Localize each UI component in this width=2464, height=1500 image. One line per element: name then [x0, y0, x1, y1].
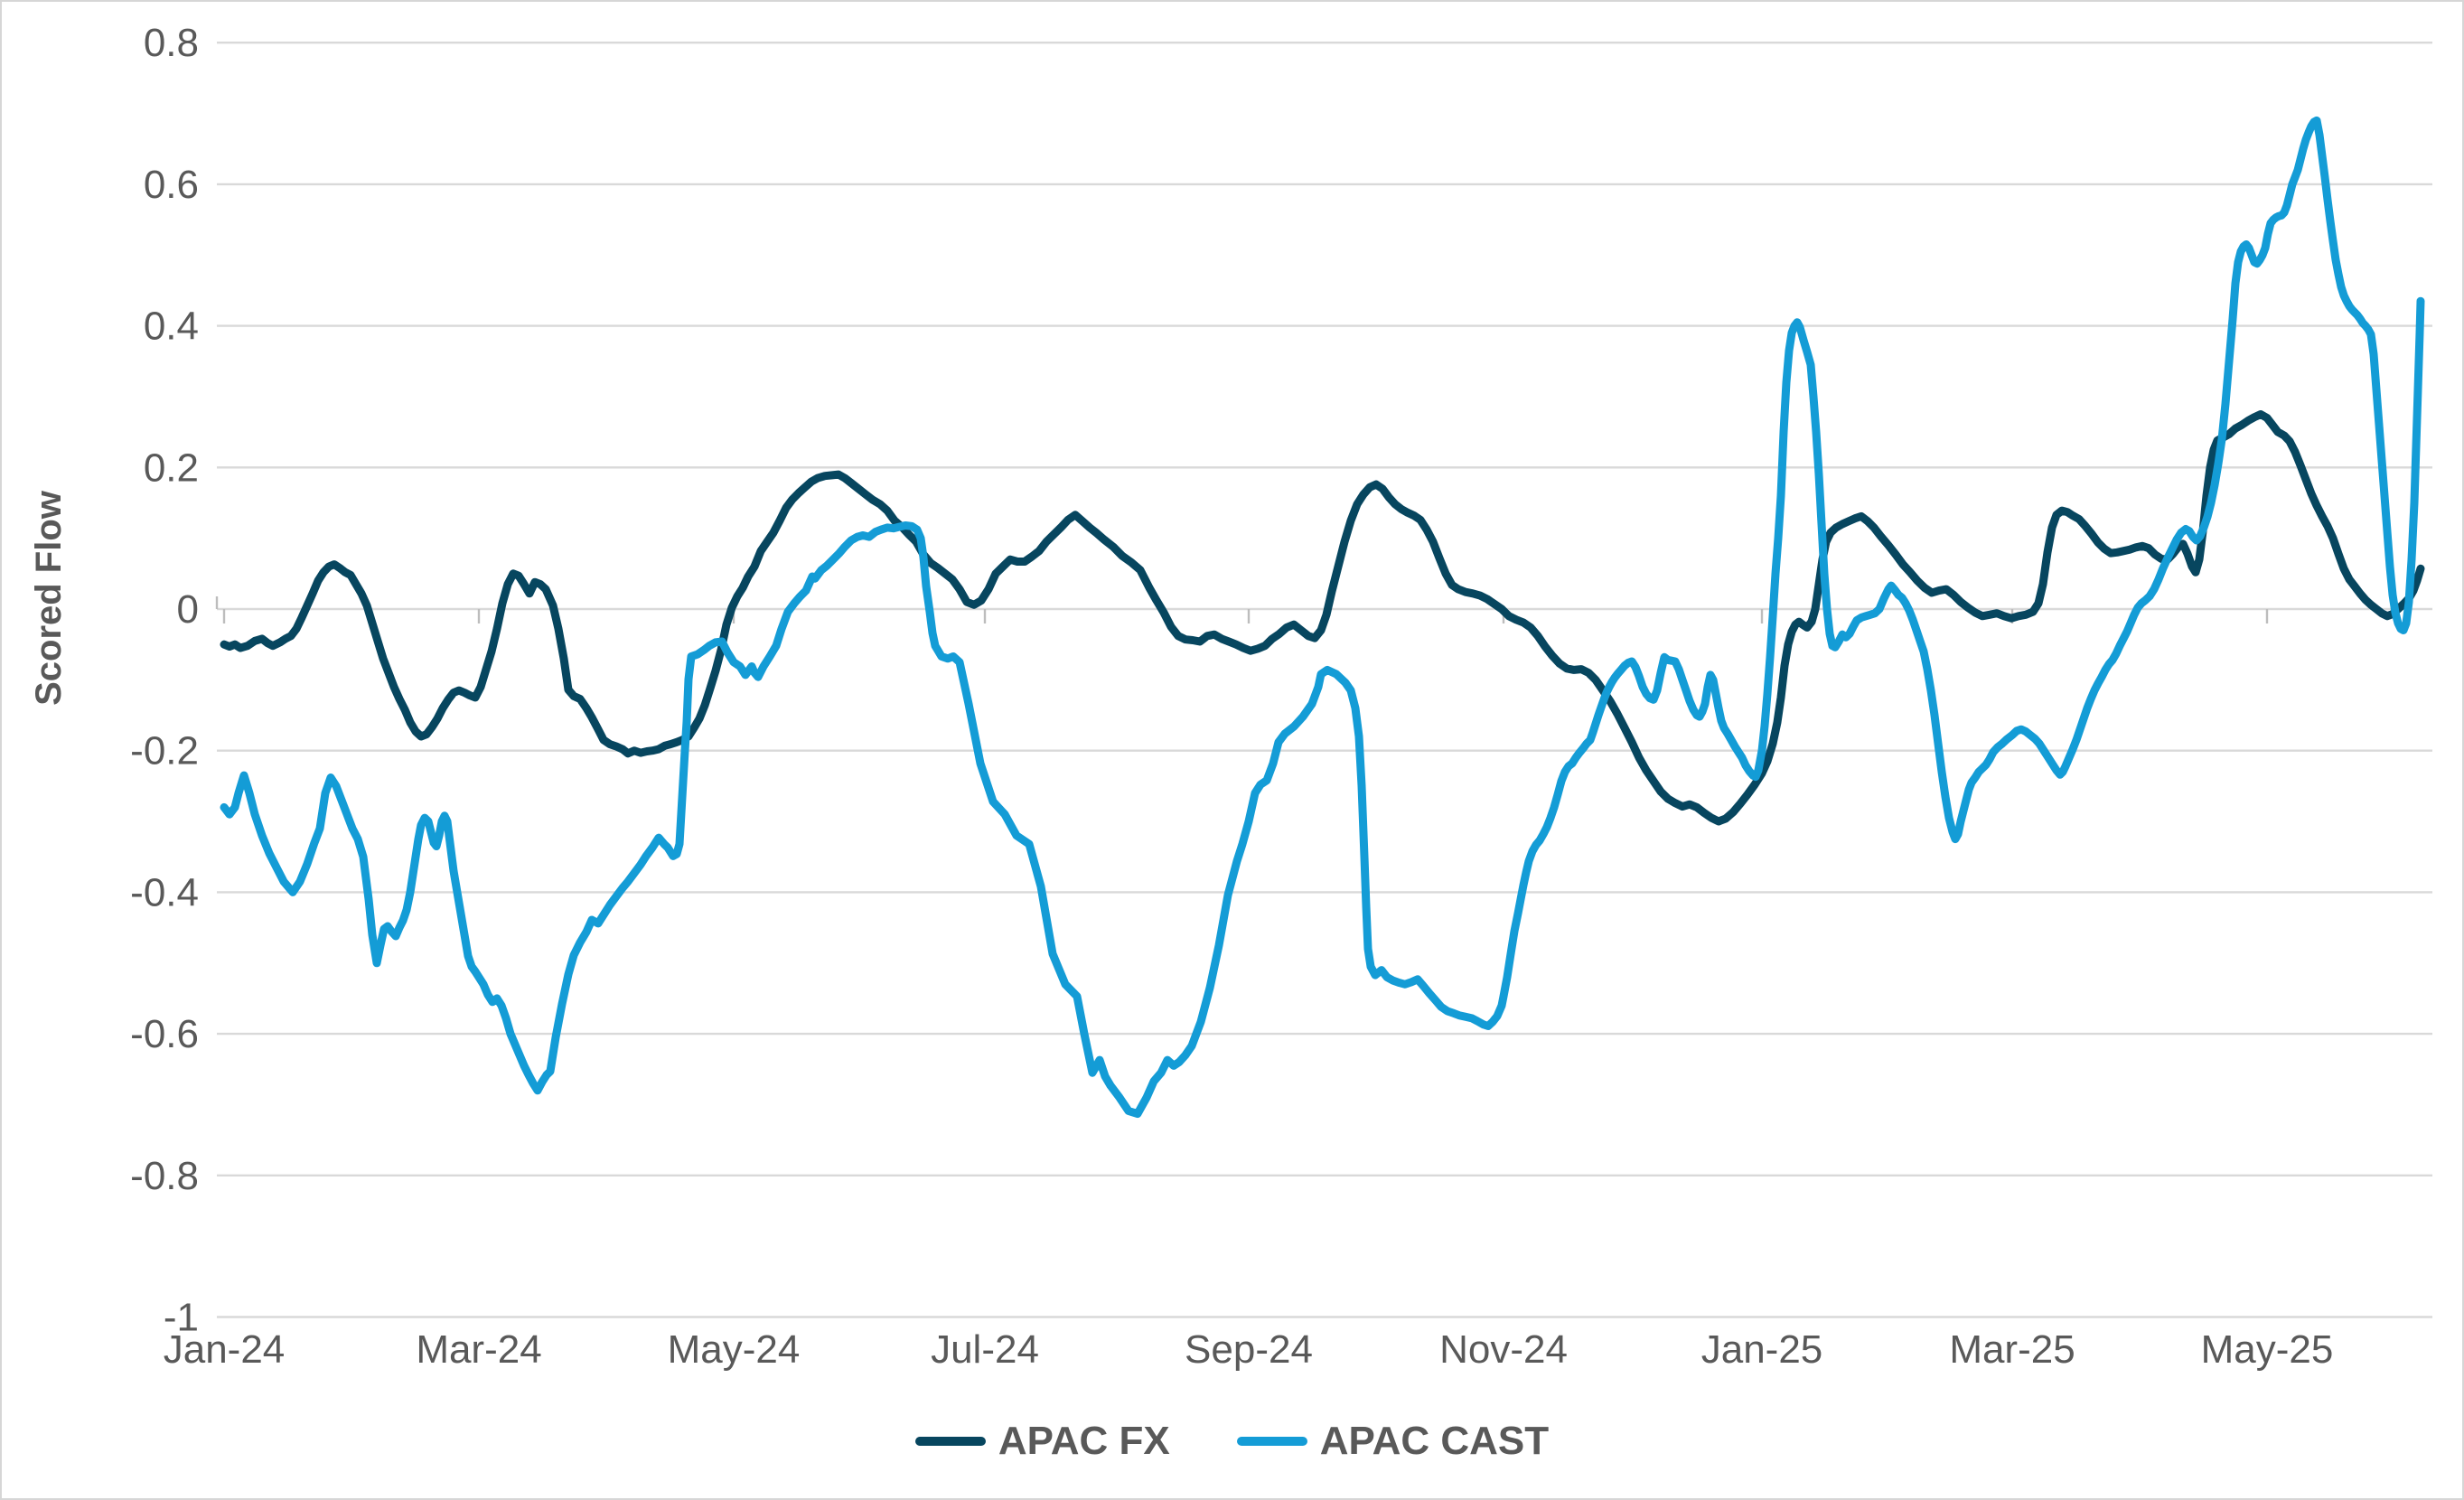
legend-label-apac-cast: APAC CAST — [1319, 1419, 1550, 1463]
apac-cast-line-swatch-icon — [1236, 1437, 1307, 1446]
y-axis-tick-labels: 0.8 0.6 0.4 0.2 0 -0.2 -0.4 -0.6 -0.8 -1 — [130, 21, 199, 1339]
y-tick-label: -0.2 — [130, 729, 199, 773]
series-line-apac-cast[interactable] — [220, 116, 2425, 1119]
legend: APAC FX APAC CAST — [2, 1419, 2462, 1464]
y-tick-label: 0.4 — [144, 305, 199, 349]
x-tick-label: Sep-24 — [1185, 1327, 1313, 1372]
x-tick-label: Mar-24 — [416, 1327, 541, 1372]
x-tick-label: May-24 — [668, 1327, 801, 1372]
y-tick-label: -1 — [164, 1296, 199, 1340]
x-tick-label: Jan-25 — [1701, 1327, 1823, 1372]
x-tick-label: Jan-24 — [164, 1327, 286, 1372]
legend-item-apac-cast[interactable]: APAC CAST — [1236, 1419, 1550, 1464]
y-tick-label: -0.6 — [130, 1012, 199, 1056]
x-tick-label: Nov-24 — [1439, 1327, 1568, 1372]
y-tick-label: 0.6 — [144, 163, 199, 207]
x-tick-label: Mar-25 — [1949, 1327, 2075, 1372]
y-tick-label: 0 — [177, 587, 199, 632]
series-line-apac-fx[interactable] — [220, 410, 2425, 826]
y-tick-label: -0.4 — [130, 870, 199, 914]
y-tick-label: 0.2 — [144, 445, 199, 490]
y-axis-title: Scored Flow — [29, 491, 69, 706]
x-tick-label: May-25 — [2201, 1327, 2334, 1372]
legend-label-apac-fx: APAC FX — [998, 1419, 1170, 1463]
apac-fx-line-swatch-icon — [914, 1437, 986, 1446]
x-axis-tick-labels: Jan-24 Mar-24 May-24 Jul-24 Sep-24 Nov-24 Jan-… — [164, 1327, 2334, 1372]
x-tick-label: Jul-24 — [931, 1327, 1039, 1372]
legend-item-apac-fx[interactable]: APAC FX — [914, 1419, 1170, 1464]
y-tick-label: -0.8 — [130, 1154, 199, 1198]
y-tick-label: 0.8 — [144, 21, 199, 65]
